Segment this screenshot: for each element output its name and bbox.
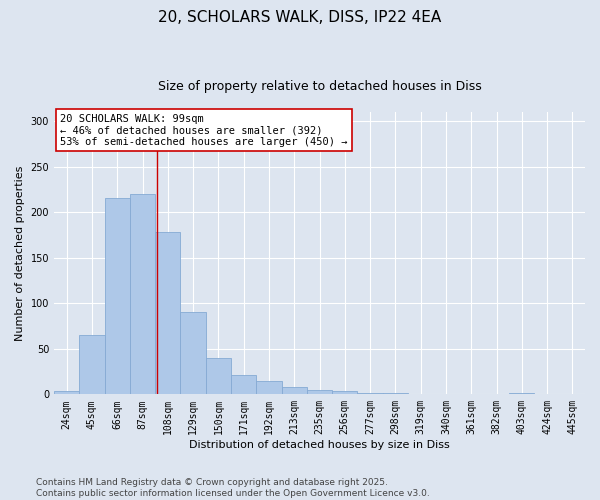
Bar	[231, 375, 256, 394]
Bar	[332, 390, 358, 394]
Bar	[307, 390, 332, 394]
Bar	[206, 358, 231, 395]
Text: Contains HM Land Registry data © Crown copyright and database right 2025.
Contai: Contains HM Land Registry data © Crown c…	[36, 478, 430, 498]
Bar	[79, 335, 104, 394]
Bar	[155, 232, 181, 394]
Bar	[54, 390, 79, 394]
Bar	[181, 312, 206, 394]
Title: Size of property relative to detached houses in Diss: Size of property relative to detached ho…	[158, 80, 481, 93]
Bar	[281, 387, 307, 394]
Bar	[104, 198, 130, 394]
X-axis label: Distribution of detached houses by size in Diss: Distribution of detached houses by size …	[189, 440, 450, 450]
Bar	[130, 194, 155, 394]
Bar	[256, 380, 281, 394]
Y-axis label: Number of detached properties: Number of detached properties	[15, 166, 25, 341]
Text: 20 SCHOLARS WALK: 99sqm
← 46% of detached houses are smaller (392)
53% of semi-d: 20 SCHOLARS WALK: 99sqm ← 46% of detache…	[61, 114, 348, 147]
Text: 20, SCHOLARS WALK, DISS, IP22 4EA: 20, SCHOLARS WALK, DISS, IP22 4EA	[158, 10, 442, 25]
